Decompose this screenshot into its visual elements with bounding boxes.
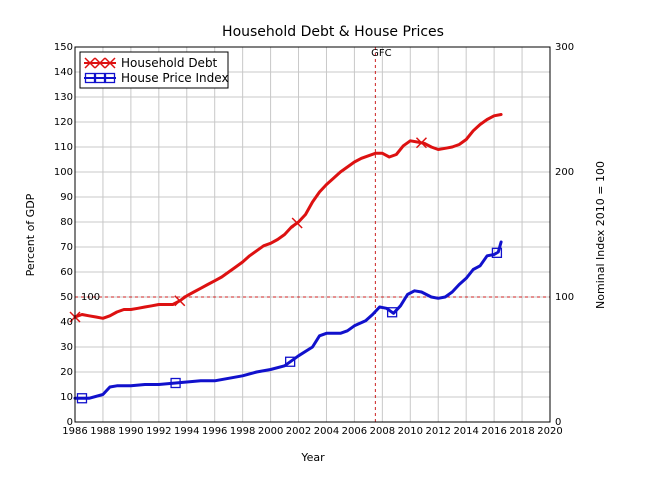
x-tick-label: 1998 bbox=[230, 426, 255, 437]
y2-tick-label: 300 bbox=[555, 42, 574, 53]
legend-label: Household Debt bbox=[121, 56, 218, 70]
legend-label: House Price Index bbox=[121, 71, 229, 85]
x-tick-label: 1986 bbox=[62, 426, 87, 437]
y-tick-label: 10 bbox=[60, 392, 73, 403]
y-axis-label: Percent of GDP bbox=[24, 193, 37, 276]
plot-frame bbox=[74, 46, 551, 423]
y-tick-label: 100 bbox=[54, 167, 73, 178]
series-marker bbox=[386, 307, 398, 318]
legend-item: House Price Index bbox=[84, 71, 229, 85]
y2-tick-label: 0 bbox=[555, 417, 561, 428]
y-tick-label: 60 bbox=[60, 267, 73, 278]
y-tick-label: 30 bbox=[60, 342, 73, 353]
x-tick-label: 1988 bbox=[90, 426, 115, 437]
x-axis-ticks: 1986 1988 1990 1992 1994 1996 1998 2000 2002 2004… bbox=[62, 426, 562, 437]
y-tick-label: 80 bbox=[60, 217, 73, 228]
series-marker bbox=[415, 137, 428, 149]
x-tick-label: 2004 bbox=[314, 426, 339, 437]
y2-tick-label: 100 bbox=[555, 292, 574, 303]
series-marker bbox=[174, 295, 186, 307]
x-tick-label: 2012 bbox=[426, 426, 451, 437]
legend-swatch-marker bbox=[84, 57, 96, 69]
x-tick-label: 1990 bbox=[118, 426, 143, 437]
reference-annotation: 100 bbox=[81, 292, 100, 303]
x-tick-label: 2016 bbox=[481, 426, 506, 437]
x-tick-label: 2008 bbox=[370, 426, 395, 437]
y2-tick-label: 200 bbox=[555, 167, 574, 178]
y-tick-label: 40 bbox=[60, 317, 73, 328]
y-tick-label: 0 bbox=[67, 417, 73, 428]
series-marker bbox=[284, 356, 296, 367]
legend-swatch-marker bbox=[104, 72, 116, 84]
x-tick-label: 1996 bbox=[202, 426, 227, 437]
y-tick-label: 70 bbox=[60, 242, 73, 253]
chart-title: Household Debt & House Prices bbox=[222, 24, 444, 40]
y-axis-ticks: 0 10 20 30 40 50 60 70 80 90 100 110 120 130 140 150 bbox=[54, 42, 73, 428]
x-tick-label: 1992 bbox=[146, 426, 171, 437]
y-tick-label: 90 bbox=[60, 192, 73, 203]
series-marker bbox=[170, 377, 181, 389]
y2-axis-label: Nominal Index 2010 = 100 bbox=[594, 161, 607, 309]
series-household-debt bbox=[69, 113, 503, 323]
series-house-price-index bbox=[73, 240, 503, 404]
x-tick-label: 2002 bbox=[286, 426, 311, 437]
y2-axis-ticks: 0 100 200 300 bbox=[555, 42, 574, 428]
x-axis-label: Year bbox=[300, 451, 325, 464]
x-tick-label: 2014 bbox=[453, 426, 478, 437]
series-marker bbox=[291, 217, 303, 229]
x-tick-label: 2000 bbox=[258, 426, 283, 437]
y-tick-label: 120 bbox=[54, 117, 73, 128]
series-layer bbox=[69, 113, 503, 404]
y-tick-label: 150 bbox=[54, 42, 73, 53]
y-tick-label: 130 bbox=[54, 92, 73, 103]
legend-swatch-marker bbox=[84, 72, 96, 84]
x-tick-label: 2006 bbox=[342, 426, 367, 437]
x-tick-label: 2020 bbox=[537, 426, 562, 437]
y-tick-label: 140 bbox=[54, 67, 73, 78]
gfc-annotation: GFC bbox=[371, 48, 392, 59]
legend-swatch-marker bbox=[104, 57, 116, 69]
series-line bbox=[73, 240, 503, 400]
series-marker bbox=[491, 247, 503, 258]
series-marker bbox=[76, 393, 88, 404]
x-tick-label: 2010 bbox=[398, 426, 423, 437]
legend-item: Household Debt bbox=[84, 56, 218, 70]
legend-swatch-marker bbox=[94, 72, 106, 84]
series-line bbox=[73, 113, 503, 320]
x-tick-label: 1994 bbox=[174, 426, 199, 437]
y-tick-label: 110 bbox=[54, 142, 73, 153]
y-tick-label: 20 bbox=[60, 367, 73, 378]
grid bbox=[74, 46, 551, 423]
x-tick-label: 2018 bbox=[509, 426, 534, 437]
y-tick-label: 50 bbox=[60, 292, 73, 303]
legend-swatch-marker bbox=[94, 57, 106, 69]
reference-lines bbox=[75, 47, 550, 422]
